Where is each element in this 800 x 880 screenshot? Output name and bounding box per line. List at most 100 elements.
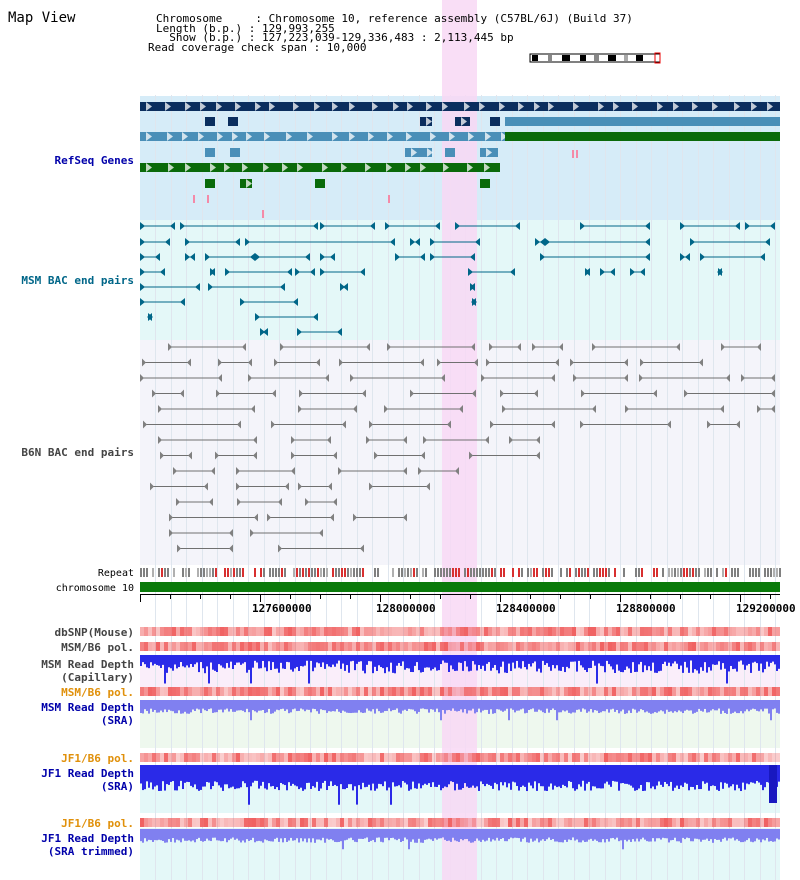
heat-cell [768, 627, 772, 636]
depth-bar [154, 829, 156, 841]
heat-cell [332, 818, 336, 827]
heat-cell [492, 642, 496, 651]
depth-bar [418, 765, 420, 784]
depth-bar [420, 700, 422, 709]
depth-bar [542, 765, 544, 787]
depth-bar [240, 655, 242, 665]
depth-bar [500, 765, 502, 783]
bac-end-marker [267, 513, 271, 522]
heat-cell [292, 627, 296, 636]
depth-bar [542, 655, 544, 661]
depth-bar [144, 700, 146, 710]
heat-cell [460, 687, 464, 696]
heat-cell [404, 687, 408, 696]
depth-bar [330, 655, 332, 668]
bac-end-marker [177, 544, 181, 553]
heat-cell [756, 642, 760, 651]
depth-bar [366, 655, 368, 665]
depth-bar [144, 655, 146, 665]
repeat-block [182, 568, 184, 577]
depth-bar [420, 655, 422, 673]
repeat-block [758, 568, 760, 577]
heat-cell [772, 818, 776, 827]
depth-bar [324, 829, 326, 843]
bac-end-marker [469, 451, 473, 460]
depth-bar [258, 829, 260, 841]
repeat-block [605, 568, 607, 577]
bac-end-marker [685, 253, 690, 261]
track-label-refseq[interactable]: RefSeq Genes [54, 154, 134, 167]
heat-cell [236, 818, 240, 827]
chromosome-ideogram[interactable] [528, 52, 663, 64]
depth-bar [682, 655, 684, 673]
heat-cell [672, 753, 676, 762]
depth-bar [248, 700, 250, 713]
repeat-block [200, 568, 202, 577]
heat-cell [348, 818, 352, 827]
heat-cell [476, 687, 480, 696]
depth-bar [144, 829, 146, 839]
heat-cell [400, 753, 404, 762]
depth-bar [370, 829, 372, 841]
gene-feature [230, 148, 240, 157]
bac-end-marker [517, 343, 521, 351]
heat-cell [312, 818, 316, 827]
heat-cell [268, 818, 272, 827]
depth-bar [300, 765, 302, 788]
heat-cell [336, 642, 340, 651]
depth-bar [562, 765, 564, 785]
depth-bar [708, 765, 710, 791]
bac-end-marker [757, 343, 761, 351]
track-label-b6n-bac[interactable]: B6N BAC end pairs [21, 446, 134, 459]
heat-cell [572, 818, 576, 827]
heat-cell [644, 642, 648, 651]
depth-bar [526, 655, 528, 670]
depth-bar [564, 700, 566, 712]
depth-bar [300, 829, 302, 839]
depth-bar [350, 655, 352, 662]
heat-cell [284, 642, 288, 651]
heat-cell [588, 687, 592, 696]
bac-end-marker [158, 436, 162, 444]
track-label-msm-bac[interactable]: MSM BAC end pairs [21, 274, 134, 287]
repeat-block [449, 568, 451, 577]
repeat-block [494, 568, 496, 577]
depth-bar [392, 829, 394, 838]
depth-bar [602, 655, 604, 667]
heat-cell [400, 818, 404, 827]
heat-cell [172, 818, 176, 827]
heat-cell [556, 642, 560, 651]
bac-end-marker [366, 343, 370, 351]
track-label-msm-depth-sra-sub: (SRA) [100, 714, 134, 727]
repeat-block [332, 568, 334, 577]
depth-bar [762, 655, 764, 673]
depth-bar [270, 655, 272, 671]
heat-cell [412, 818, 416, 827]
depth-bar [300, 700, 302, 709]
repeat-block [146, 568, 148, 577]
bac-end-marker [185, 253, 190, 261]
bac-end-marker [592, 343, 596, 351]
depth-bar [380, 765, 382, 785]
heat-cell [636, 627, 640, 636]
depth-bar [508, 765, 510, 784]
heat-cell [452, 753, 456, 762]
heat-cell [544, 687, 548, 696]
heat-cell [168, 627, 172, 636]
depth-bar [548, 655, 550, 667]
bac-end-marker [320, 222, 325, 230]
depth-bar [502, 829, 504, 839]
heat-cell [152, 818, 156, 827]
heat-cell [768, 642, 772, 651]
bac-end-marker [360, 544, 364, 553]
heat-cell [240, 687, 244, 696]
heat-cell [204, 818, 208, 827]
depth-bar [684, 700, 686, 711]
depth-bar [728, 655, 730, 672]
depth-bar [342, 655, 344, 664]
repeat-block [689, 568, 691, 577]
depth-bar [746, 829, 748, 841]
heat-cell [324, 818, 328, 827]
heat-cell [520, 642, 524, 651]
